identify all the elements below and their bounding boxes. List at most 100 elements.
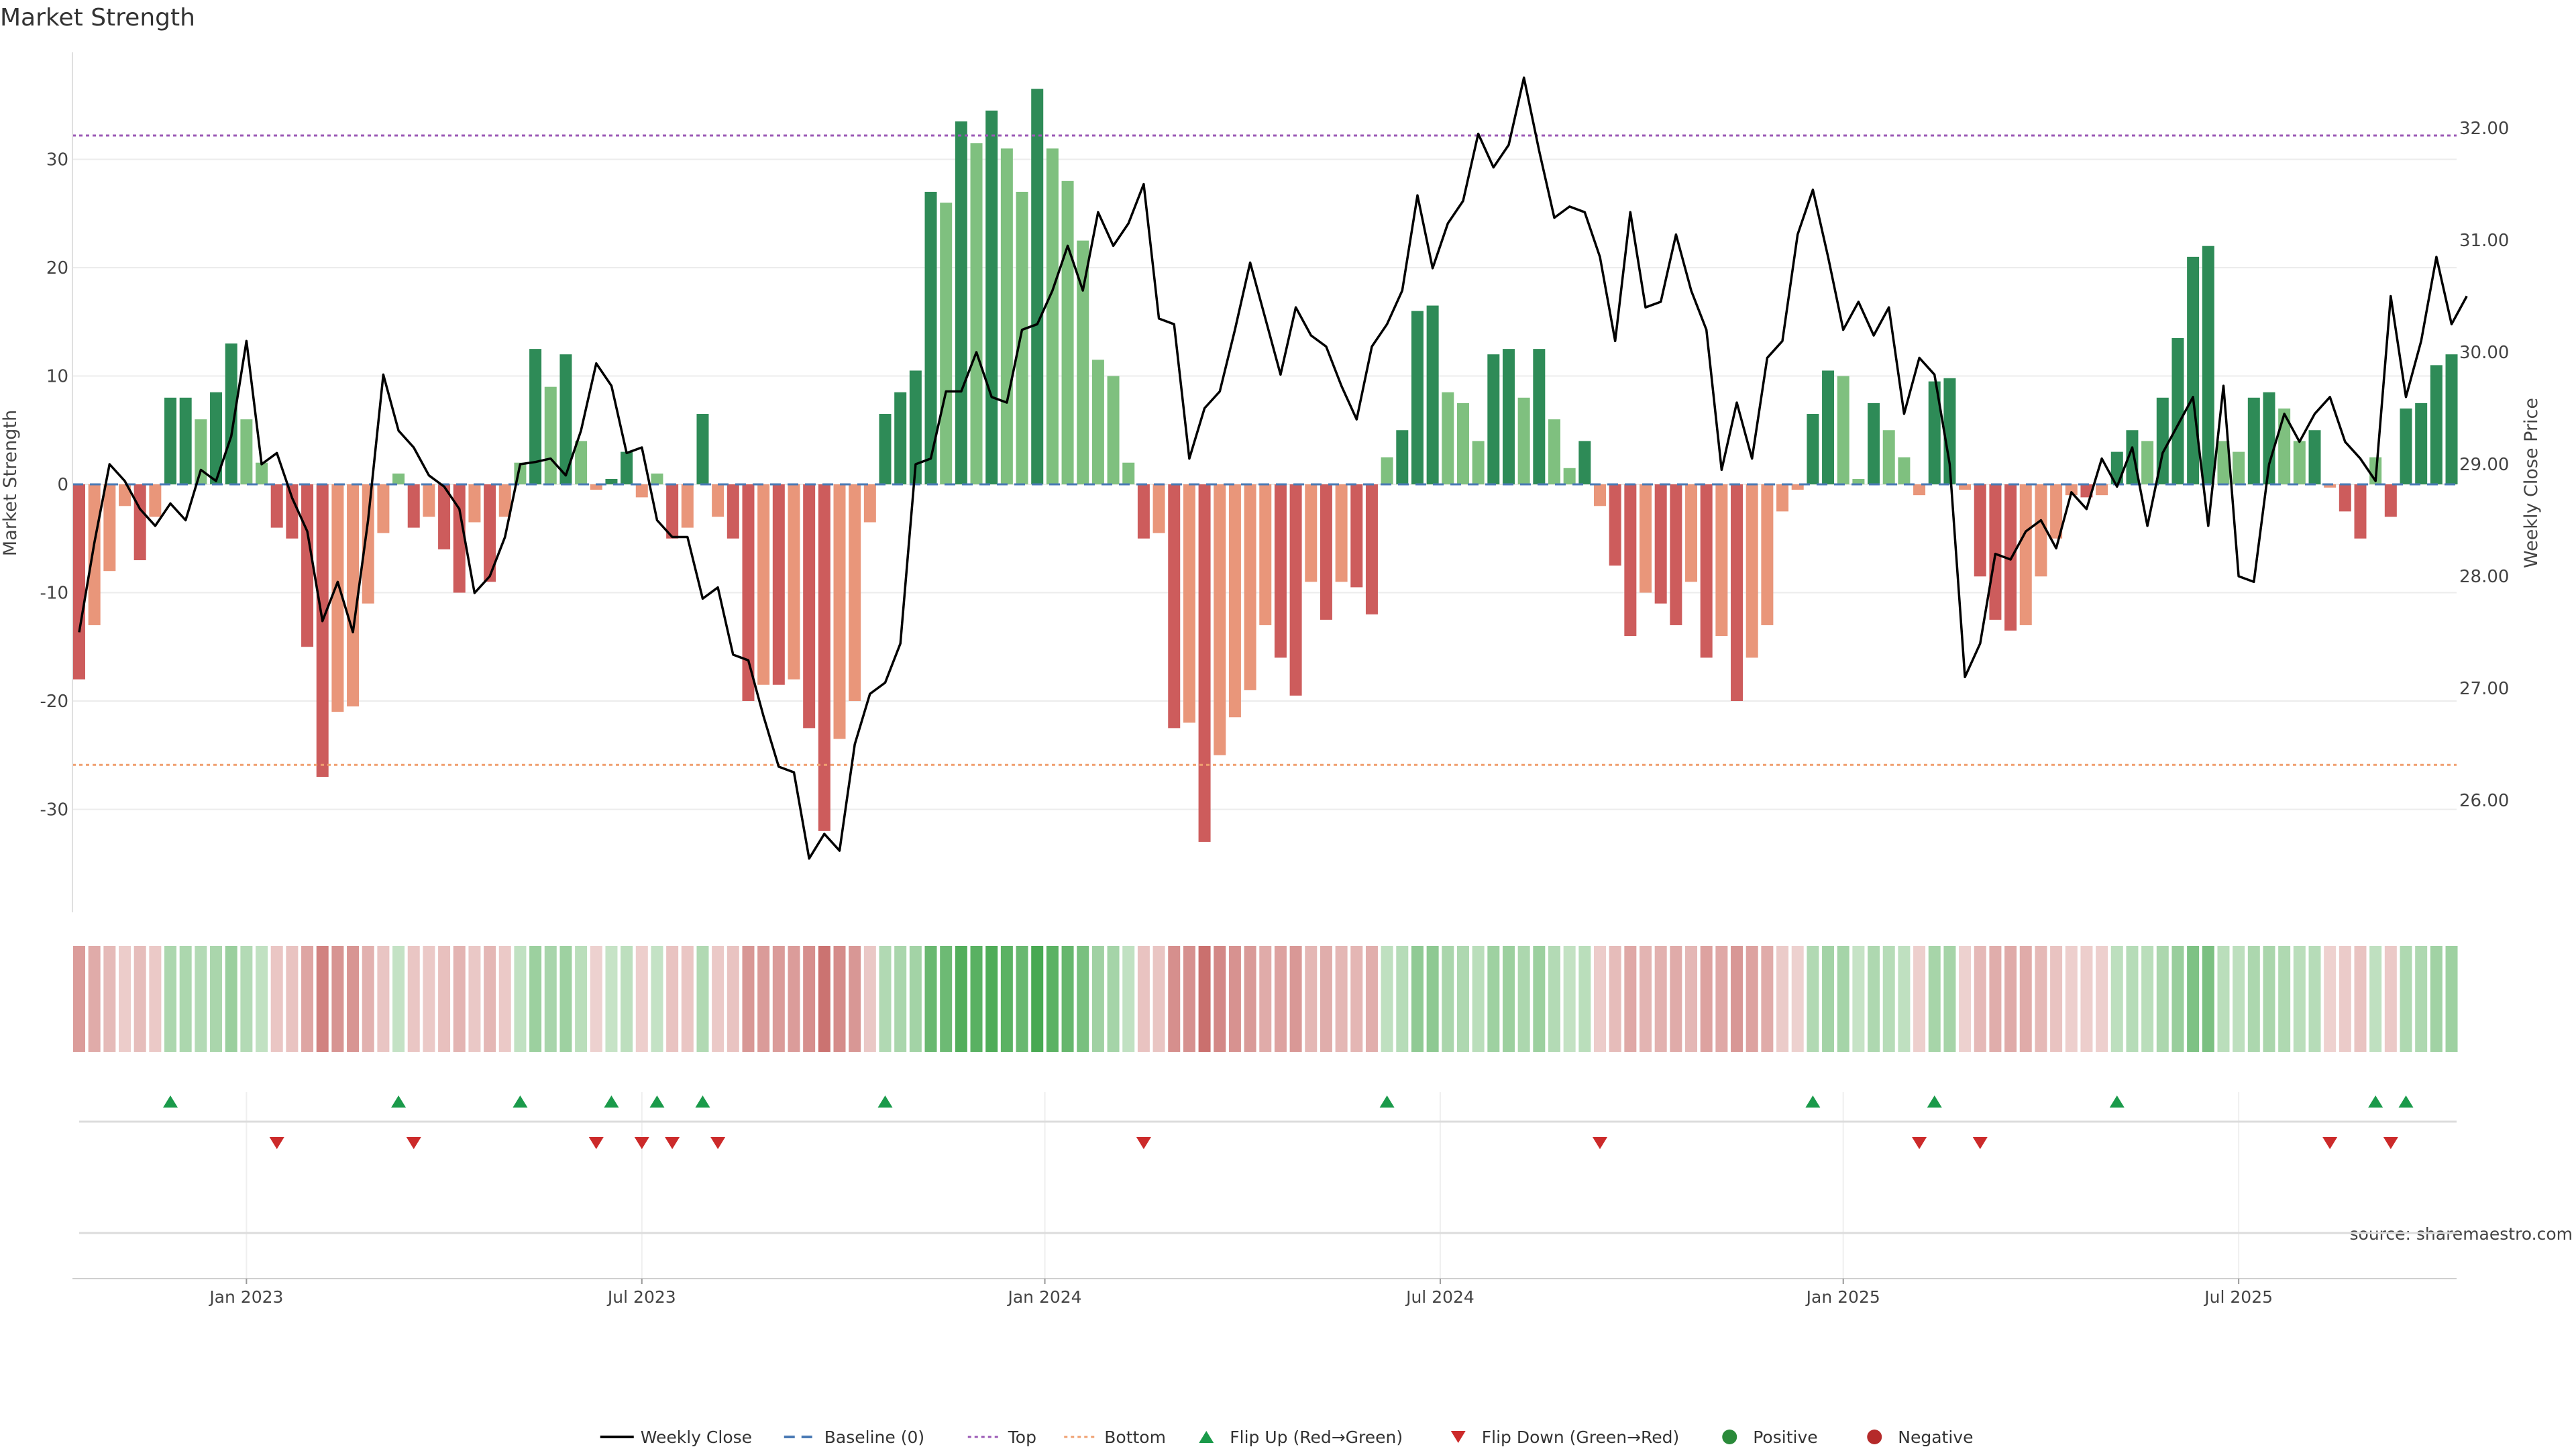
heat-cell xyxy=(2141,946,2154,1052)
heat-cell xyxy=(1776,946,1789,1052)
strength-bar xyxy=(149,484,162,517)
heat-cell xyxy=(1913,946,1926,1052)
legend-label: Weekly Close xyxy=(641,1428,752,1447)
strength-bar xyxy=(2126,430,2139,484)
heat-cell xyxy=(2126,946,2139,1052)
strength-bar xyxy=(712,484,724,517)
heat-cell xyxy=(818,946,830,1052)
heat-cell xyxy=(1335,946,1348,1052)
heat-cell xyxy=(2339,946,2351,1052)
strength-bar xyxy=(1761,484,1774,625)
heat-cell xyxy=(1928,946,1941,1052)
strength-bar xyxy=(651,473,663,484)
strength-bar xyxy=(1152,484,1165,533)
y2-axis-label: Weekly Close Price xyxy=(2521,398,2542,568)
strength-bar xyxy=(1533,349,1546,484)
strength-bar xyxy=(164,397,177,484)
strength-bar xyxy=(666,484,679,539)
strength-bar xyxy=(1548,419,1560,484)
flip-down-marker xyxy=(2383,1137,2398,1149)
strength-bar xyxy=(1472,441,1485,484)
heat-cell xyxy=(331,946,344,1052)
strength-bar xyxy=(103,484,116,572)
heat-cell xyxy=(1837,946,1849,1052)
y2-tick-label: 26.00 xyxy=(2459,791,2509,811)
y2-tick-label: 29.00 xyxy=(2459,455,2509,475)
y2-tick-label: 28.00 xyxy=(2459,567,2509,587)
strength-bar xyxy=(2187,256,2200,484)
heat-cell xyxy=(164,946,177,1052)
heat-cell xyxy=(788,946,800,1052)
x-axis: Jan 2023 Jul 2023 Jan 2024 Jul 2024 Jan 2025… xyxy=(72,1278,2457,1307)
strength-bar xyxy=(833,484,846,739)
strength-bar xyxy=(1077,240,1089,484)
heat-cell xyxy=(940,946,953,1052)
heat-cell xyxy=(635,946,648,1052)
heat-cell xyxy=(2278,946,2291,1052)
strength-bar xyxy=(73,484,85,680)
strength-bar xyxy=(985,110,998,484)
heat-cell xyxy=(1654,946,1667,1052)
y2-tick-label: 32.00 xyxy=(2459,119,2509,139)
heat-cell xyxy=(1594,946,1606,1052)
heat-cell xyxy=(195,946,207,1052)
strength-bar xyxy=(1898,457,1911,484)
heat-cell xyxy=(1472,946,1485,1052)
strength-bar xyxy=(849,484,861,701)
heat-cell xyxy=(1898,946,1911,1052)
strength-bar xyxy=(2202,246,2214,484)
heat-cell xyxy=(1746,946,1758,1052)
heat-cell xyxy=(1168,946,1181,1052)
strength-bar xyxy=(1456,402,1469,484)
strength-bar xyxy=(1289,484,1302,696)
heat-cell xyxy=(438,946,451,1052)
heat-cell xyxy=(1289,946,1302,1052)
strength-bar xyxy=(119,484,131,506)
y2-tick-label: 30.00 xyxy=(2459,343,2509,363)
flip-down-marker xyxy=(1593,1137,1607,1149)
flip-down-marker xyxy=(634,1137,649,1149)
heat-cell xyxy=(270,946,283,1052)
heat-cell xyxy=(1077,946,1089,1052)
heat-cell xyxy=(833,946,846,1052)
legend-item: Bottom xyxy=(1064,1428,1166,1447)
strength-bar xyxy=(256,462,268,484)
heat-cell xyxy=(651,946,663,1052)
strength-bar xyxy=(2308,430,2321,484)
strength-bar xyxy=(727,484,739,539)
heat-cell xyxy=(468,946,481,1052)
strength-bar xyxy=(1244,484,1256,690)
heat-cell xyxy=(970,946,983,1052)
strength-bar xyxy=(2065,484,2078,496)
strength-bar xyxy=(286,484,299,539)
strength-bar xyxy=(2035,484,2047,577)
strength-bar xyxy=(1868,402,1880,484)
heat-cell xyxy=(1426,946,1439,1052)
strength-bar xyxy=(2096,484,2108,496)
heat-cell xyxy=(2050,946,2063,1052)
legend-item: Baseline (0) xyxy=(784,1428,924,1447)
flip-up-marker xyxy=(2398,1095,2414,1108)
heat-cell xyxy=(681,946,694,1052)
strength-bar xyxy=(635,484,648,498)
heat-cell xyxy=(2233,946,2245,1052)
heat-cell xyxy=(1563,946,1576,1052)
heat-cell xyxy=(225,946,237,1052)
strength-bar xyxy=(1411,311,1424,484)
heat-cell xyxy=(2247,946,2260,1052)
strength-bar xyxy=(1214,484,1226,755)
heat-cell xyxy=(1320,946,1332,1052)
legend-label: Flip Down (Green→Red) xyxy=(1482,1428,1680,1447)
strength-bar xyxy=(1640,484,1652,593)
heat-cell xyxy=(1091,946,1104,1052)
heat-cell xyxy=(1396,946,1409,1052)
heat-cell xyxy=(1533,946,1546,1052)
heat-cell xyxy=(423,946,435,1052)
heat-cell xyxy=(377,946,390,1052)
strength-bar xyxy=(1624,484,1637,637)
legend: Weekly Close Baseline (0) Top Bottom Flip Up… xyxy=(600,1428,1973,1447)
y-tick-label: -10 xyxy=(40,584,68,604)
strength-bar xyxy=(453,484,466,593)
strength-bar xyxy=(1822,370,1835,484)
